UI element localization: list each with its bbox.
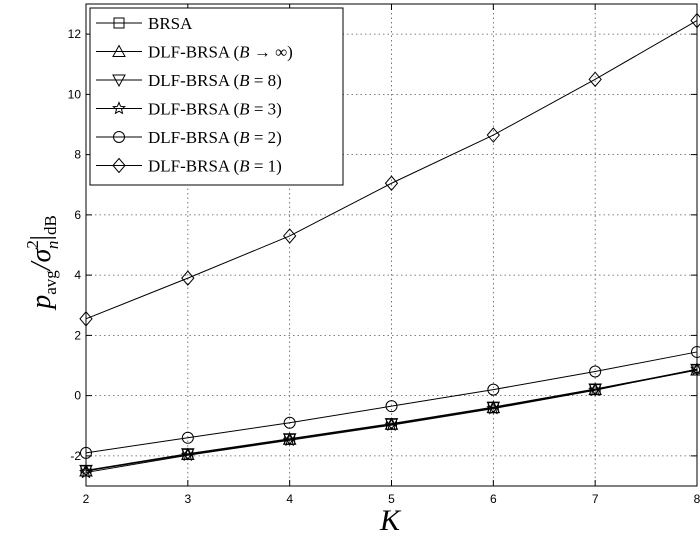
ylabel-sub: n [43, 241, 62, 250]
y-tick-label: 4 [74, 268, 81, 282]
legend-marker [113, 17, 125, 29]
y-tick-label: 8 [74, 148, 81, 162]
x-tick-label: 7 [592, 492, 599, 506]
legend-label: DLF-BRSA (B = 1) [148, 157, 282, 176]
data-point [486, 401, 501, 415]
data-point [384, 417, 399, 432]
y-axis-label: pavg/σ2n|dB [23, 215, 62, 311]
ylabel-sup: 2 [23, 240, 42, 249]
tick-labels: 2 3 4 5 6 7 8 -2 0 2 4 6 8 10 12 [68, 27, 700, 506]
series-line [85, 368, 698, 471]
x-tick-label: 8 [694, 492, 700, 506]
y-tick-label: 2 [74, 328, 81, 342]
data-point [588, 382, 603, 397]
series-line [85, 20, 698, 320]
legend-label: DLF-BRSA (B = 3) [148, 100, 282, 119]
x-axis-label: K [379, 504, 402, 537]
series-group [79, 12, 700, 479]
x-tick-label: 5 [388, 492, 395, 506]
y-tick-label: 6 [74, 208, 81, 222]
data-point [180, 447, 195, 462]
series-line [85, 368, 698, 473]
svg-text:pavg/σ2n|dB: pavg/σ2n|dB [23, 215, 62, 311]
legend-label: DLF-BRSA (B = 2) [148, 128, 282, 147]
legend: BRSA DLF-BRSA (B → ∞) DLF-BRSA (B = 8) DLF-… [89, 7, 344, 186]
data-point [181, 270, 195, 286]
legend-label: DLF-BRSA (B → ∞) [148, 43, 293, 62]
series-1 [79, 362, 700, 477]
legend-entry: DLF-BRSA (B = 8) [96, 71, 282, 90]
legend-marker [112, 74, 126, 88]
legend-marker [112, 101, 126, 115]
data-point [690, 12, 700, 29]
series-line [85, 369, 698, 472]
x-tick-label: 6 [490, 492, 497, 506]
y-tick-label: 10 [68, 87, 82, 101]
legend-marker [112, 157, 126, 174]
legend-entry: DLF-BRSA (B = 2) [96, 128, 282, 147]
series-line [85, 351, 698, 454]
data-point [588, 71, 602, 88]
series-3 [79, 361, 700, 479]
ylabel-main: p [26, 295, 57, 311]
legend-label: BRSA [148, 14, 193, 33]
data-point [385, 400, 398, 413]
legend-marker [113, 131, 125, 143]
y-tick-label: -2 [70, 449, 81, 463]
x-tick-label: 2 [83, 492, 90, 506]
legend-label: DLF-BRSA (B = 8) [148, 71, 282, 90]
legend-entry: BRSA [96, 14, 193, 33]
data-point [283, 416, 296, 429]
data-point [486, 127, 500, 143]
legend-entry: DLF-BRSA (B = 1) [96, 157, 282, 176]
data-point [181, 431, 194, 444]
data-point [283, 228, 297, 244]
legend-marker [112, 44, 126, 57]
ylabel-sep: /σ [26, 247, 57, 272]
series-4 [80, 345, 700, 459]
legend-entry: DLF-BRSA (B → ∞) [96, 43, 293, 62]
data-point [282, 432, 297, 447]
x-tick-label: 3 [184, 492, 191, 506]
data-point [487, 383, 500, 396]
legend-box [89, 7, 344, 186]
data-point [589, 365, 602, 378]
legend-entry: DLF-BRSA (B = 3) [96, 100, 282, 119]
ylabel-main-sub: avg [41, 270, 60, 295]
ylabel-tail-sub: dB [41, 215, 60, 235]
y-tick-label: 12 [68, 27, 82, 41]
x-tick-label: 4 [286, 492, 293, 506]
ylabel-bar: | [26, 235, 57, 241]
data-point [384, 175, 399, 192]
y-tick-label: 0 [74, 389, 81, 403]
